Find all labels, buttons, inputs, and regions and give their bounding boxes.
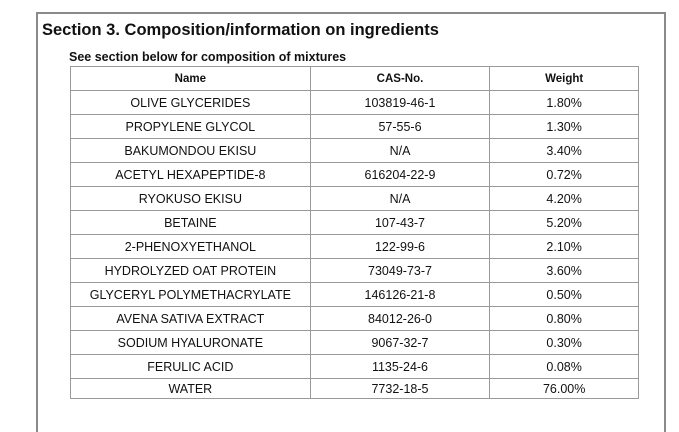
name-cell: WATER [70, 378, 311, 399]
cas-cell: 73049-73-7 [309, 258, 491, 283]
cas-cell: 107-43-7 [309, 210, 491, 235]
cas-cell: 122-99-6 [309, 234, 491, 259]
weight-cell: 5.20% [489, 210, 639, 235]
table-row: BAKUMONDOU EKISU N/A 3.40% [70, 138, 639, 163]
cas-cell: 7732-18-5 [309, 378, 491, 399]
header-cas: CAS-No. [309, 66, 491, 91]
cas-cell: N/A [309, 186, 491, 211]
name-cell: 2-PHENOXYETHANOL [70, 234, 311, 259]
name-cell: AVENA SATIVA EXTRACT [70, 306, 311, 331]
weight-cell: 0.72% [489, 162, 639, 187]
name-cell: BAKUMONDOU EKISU [70, 138, 311, 163]
cas-cell: 146126-21-8 [309, 282, 491, 307]
cas-cell: 84012-26-0 [309, 306, 491, 331]
weight-cell: 76.00% [489, 378, 639, 399]
cas-cell: 9067-32-7 [309, 330, 491, 355]
table-header-row: Name CAS-No. Weight [70, 66, 639, 91]
name-cell: PROPYLENE GLYCOL [70, 114, 311, 139]
table-row: OLIVE GLYCERIDES 103819-46-1 1.80% [70, 90, 639, 115]
name-cell: FERULIC ACID [70, 354, 311, 379]
name-cell: RYOKUSO EKISU [70, 186, 311, 211]
table-row: PROPYLENE GLYCOL 57-55-6 1.30% [70, 114, 639, 139]
table-row: RYOKUSO EKISU N/A 4.20% [70, 186, 639, 211]
table-row: 2-PHENOXYETHANOL 122-99-6 2.10% [70, 234, 639, 259]
name-cell: HYDROLYZED OAT PROTEIN [70, 258, 311, 283]
header-weight: Weight [489, 66, 639, 91]
weight-cell: 2.10% [489, 234, 639, 259]
name-cell: OLIVE GLYCERIDES [70, 90, 311, 115]
weight-cell: 0.80% [489, 306, 639, 331]
weight-cell: 0.30% [489, 330, 639, 355]
table-row: SODIUM HYALURONATE 9067-32-7 0.30% [70, 330, 639, 355]
cas-cell: 1135-24-6 [309, 354, 491, 379]
document-frame [36, 12, 666, 432]
table-row: FERULIC ACID 1135-24-6 0.08% [70, 354, 639, 379]
name-cell: GLYCERYL POLYMETHACRYLATE [70, 282, 311, 307]
weight-cell: 3.60% [489, 258, 639, 283]
weight-cell: 3.40% [489, 138, 639, 163]
name-cell: ACETYL HEXAPEPTIDE-8 [70, 162, 311, 187]
weight-cell: 0.08% [489, 354, 639, 379]
header-name: Name [70, 66, 311, 91]
table-row: HYDROLYZED OAT PROTEIN 73049-73-7 3.60% [70, 258, 639, 283]
composition-table: Name CAS-No. Weight OLIVE GLYCERIDES 1038… [70, 66, 639, 399]
cas-cell: N/A [309, 138, 491, 163]
cas-cell: 616204-22-9 [309, 162, 491, 187]
weight-cell: 0.50% [489, 282, 639, 307]
weight-cell: 4.20% [489, 186, 639, 211]
table-row: AVENA SATIVA EXTRACT 84012-26-0 0.80% [70, 306, 639, 331]
table-row: ACETYL HEXAPEPTIDE-8 616204-22-9 0.72% [70, 162, 639, 187]
weight-cell: 1.30% [489, 114, 639, 139]
cas-cell: 103819-46-1 [309, 90, 491, 115]
table-row: GLYCERYL POLYMETHACRYLATE 146126-21-8 0.50… [70, 282, 639, 307]
weight-cell: 1.80% [489, 90, 639, 115]
table-row: BETAINE 107-43-7 5.20% [70, 210, 639, 235]
table-row: WATER 7732-18-5 76.00% [70, 378, 639, 399]
name-cell: SODIUM HYALURONATE [70, 330, 311, 355]
name-cell: BETAINE [70, 210, 311, 235]
cas-cell: 57-55-6 [309, 114, 491, 139]
section-subtitle: See section below for composition of mix… [69, 50, 347, 64]
section-title: Section 3. Composition/information on in… [42, 21, 439, 39]
